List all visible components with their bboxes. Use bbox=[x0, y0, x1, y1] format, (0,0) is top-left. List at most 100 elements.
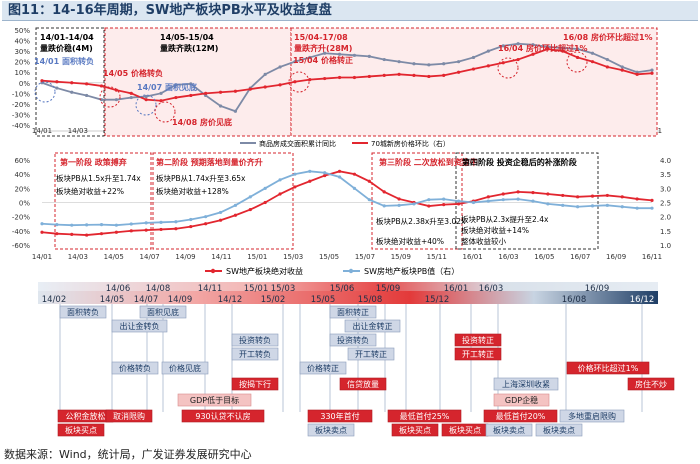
ann-1408: 14/08 房价见底 bbox=[172, 117, 232, 127]
phase2-title: 第二阶段 预期落地到量价齐升 bbox=[156, 157, 263, 167]
mid-series-point-1 bbox=[218, 210, 223, 215]
top-series-point-1 bbox=[650, 71, 654, 75]
top-series-point-0 bbox=[308, 55, 312, 60]
mid-series-point-1 bbox=[70, 223, 74, 227]
top-series-point-1 bbox=[337, 75, 342, 80]
middle-chart: 60% 40% 20% 0% -20% -40% -60% 4.0 3.5 3.0 2.5 2.0 1… bbox=[12, 152, 671, 276]
timeline-date-top: 16/01 bbox=[444, 284, 469, 294]
mid-series-point-0 bbox=[99, 232, 104, 236]
phase3-box bbox=[371, 152, 463, 250]
top-series-point-1 bbox=[144, 98, 148, 102]
top-series-point-0 bbox=[412, 62, 416, 66]
mid-ytick-right-label: 2.5 bbox=[660, 200, 671, 208]
top-series-point-1 bbox=[114, 88, 118, 92]
top-series-point-0 bbox=[516, 42, 520, 46]
mid-ytick-right-label: 1.0 bbox=[660, 242, 671, 250]
phase2-box bbox=[152, 152, 294, 250]
top-series-point-1 bbox=[159, 99, 163, 103]
timeline-tag bbox=[231, 377, 279, 391]
mid-series-point-1 bbox=[576, 205, 580, 209]
mid-series-point-0 bbox=[456, 202, 461, 206]
mid-series-point-0 bbox=[218, 218, 223, 222]
mid-series-point-0 bbox=[650, 198, 654, 202]
mid-series-point-1 bbox=[546, 202, 550, 206]
timeline-tag-label: 投资转负 bbox=[337, 335, 369, 345]
top-series-point-0 bbox=[99, 98, 104, 102]
top-series-point-1 bbox=[85, 82, 89, 86]
top-series-point-1 bbox=[174, 95, 178, 100]
timeline-tag bbox=[231, 333, 279, 347]
legend-red-label: 70城新房价格环比（右） bbox=[371, 139, 450, 148]
top-series-point-0 bbox=[590, 51, 595, 55]
timeline-tag-label: 板块卖点 bbox=[315, 425, 347, 435]
mid-series-point-0 bbox=[144, 228, 148, 232]
top-xtick-label: 14/03 bbox=[68, 127, 88, 135]
top-series-point-0 bbox=[486, 49, 490, 53]
timeline-date-top: 16/03 bbox=[479, 284, 504, 294]
top-series-point-0 bbox=[501, 44, 505, 48]
timeline-tag-label: 板块买点 bbox=[65, 425, 97, 435]
top-series-point-1 bbox=[278, 83, 282, 87]
phase3-line1: 板块PB从2.38x升至3.02x bbox=[376, 216, 466, 226]
top-series-point-1 bbox=[561, 49, 565, 53]
top-series-point-0 bbox=[397, 60, 401, 64]
top-series-point-0 bbox=[174, 83, 178, 87]
mid-xtick-label: 16/03 bbox=[498, 253, 518, 261]
mid-series-point-1 bbox=[144, 221, 148, 225]
top-ytick-label: 40% bbox=[14, 38, 30, 46]
mid-series-point-1 bbox=[531, 199, 535, 203]
top-series-point-1 bbox=[218, 90, 223, 94]
top-ytick-label: -40% bbox=[12, 122, 30, 130]
mid-series-point-0 bbox=[442, 203, 446, 207]
mid-series-point-0 bbox=[531, 190, 535, 195]
top-series-point-1 bbox=[55, 80, 59, 84]
mid-series-point-1 bbox=[248, 195, 252, 199]
top-series-point-0 bbox=[263, 72, 267, 76]
top-series-point-0 bbox=[293, 60, 297, 64]
top-series-point-1 bbox=[605, 65, 609, 69]
mid-xtick-label: 15/01 bbox=[247, 253, 267, 261]
top-series-point-1 bbox=[456, 70, 461, 74]
timeline-tag bbox=[483, 409, 558, 423]
top-series-point-1 bbox=[635, 72, 639, 76]
mid-ytick-right-label: 3.0 bbox=[660, 185, 671, 193]
top-series-point-1 bbox=[233, 89, 238, 93]
mid-series-point-1 bbox=[308, 169, 312, 173]
timeline-tag bbox=[111, 361, 159, 375]
top-series-point-0 bbox=[144, 94, 148, 99]
mid-ytick-left-label: -40% bbox=[12, 228, 30, 236]
mid-series-point-1 bbox=[278, 178, 282, 182]
top-series-point-1 bbox=[352, 75, 357, 80]
top-series-point-1 bbox=[204, 91, 208, 95]
timeline-date-bottom: 15/02 bbox=[261, 295, 286, 305]
timeline-tag bbox=[307, 409, 373, 423]
box-phase1 bbox=[35, 27, 105, 137]
timeline-date-top: 15/06 bbox=[330, 284, 355, 294]
top-series-point-0 bbox=[278, 65, 282, 69]
top-ytick-label: 50% bbox=[14, 27, 30, 35]
top-series-point-0 bbox=[323, 51, 327, 55]
timeline-tag-label: 开工转负 bbox=[239, 349, 271, 359]
ann-1604: 16/04 房价环比超过1% bbox=[498, 43, 588, 53]
top-series-point-0 bbox=[576, 47, 580, 51]
top-series-point-0 bbox=[442, 62, 446, 66]
timeline-tag-label: 价格转正 bbox=[307, 363, 339, 373]
mid-legend-blue-label: SW房地产板块PB值（右） bbox=[364, 266, 459, 276]
mid-series-point-1 bbox=[605, 203, 609, 207]
mid-series-point-1 bbox=[650, 206, 654, 210]
timeline-tag bbox=[485, 423, 533, 437]
mid-series-point-0 bbox=[233, 213, 238, 217]
timeline-tag-label: 上海深圳收紧 bbox=[502, 379, 550, 389]
timeline-date-bottom: 16/08 bbox=[562, 295, 587, 305]
top-series-point-0 bbox=[471, 55, 476, 60]
top-series-point-1 bbox=[412, 73, 416, 77]
timeline-tag-label: 最低首付20% bbox=[496, 411, 546, 421]
mid-ytick-left-label: 0% bbox=[19, 200, 30, 208]
mid-xtick-label: 15/11 bbox=[427, 253, 447, 261]
mid-ytick-right-label: 4.0 bbox=[660, 157, 671, 165]
phase4-line2: 板块绝对收益+14% bbox=[461, 225, 529, 235]
timeline-tag-label: 价格见底 bbox=[169, 363, 201, 373]
top-series-point-1 bbox=[397, 72, 401, 76]
top-series-point-0 bbox=[189, 82, 193, 86]
